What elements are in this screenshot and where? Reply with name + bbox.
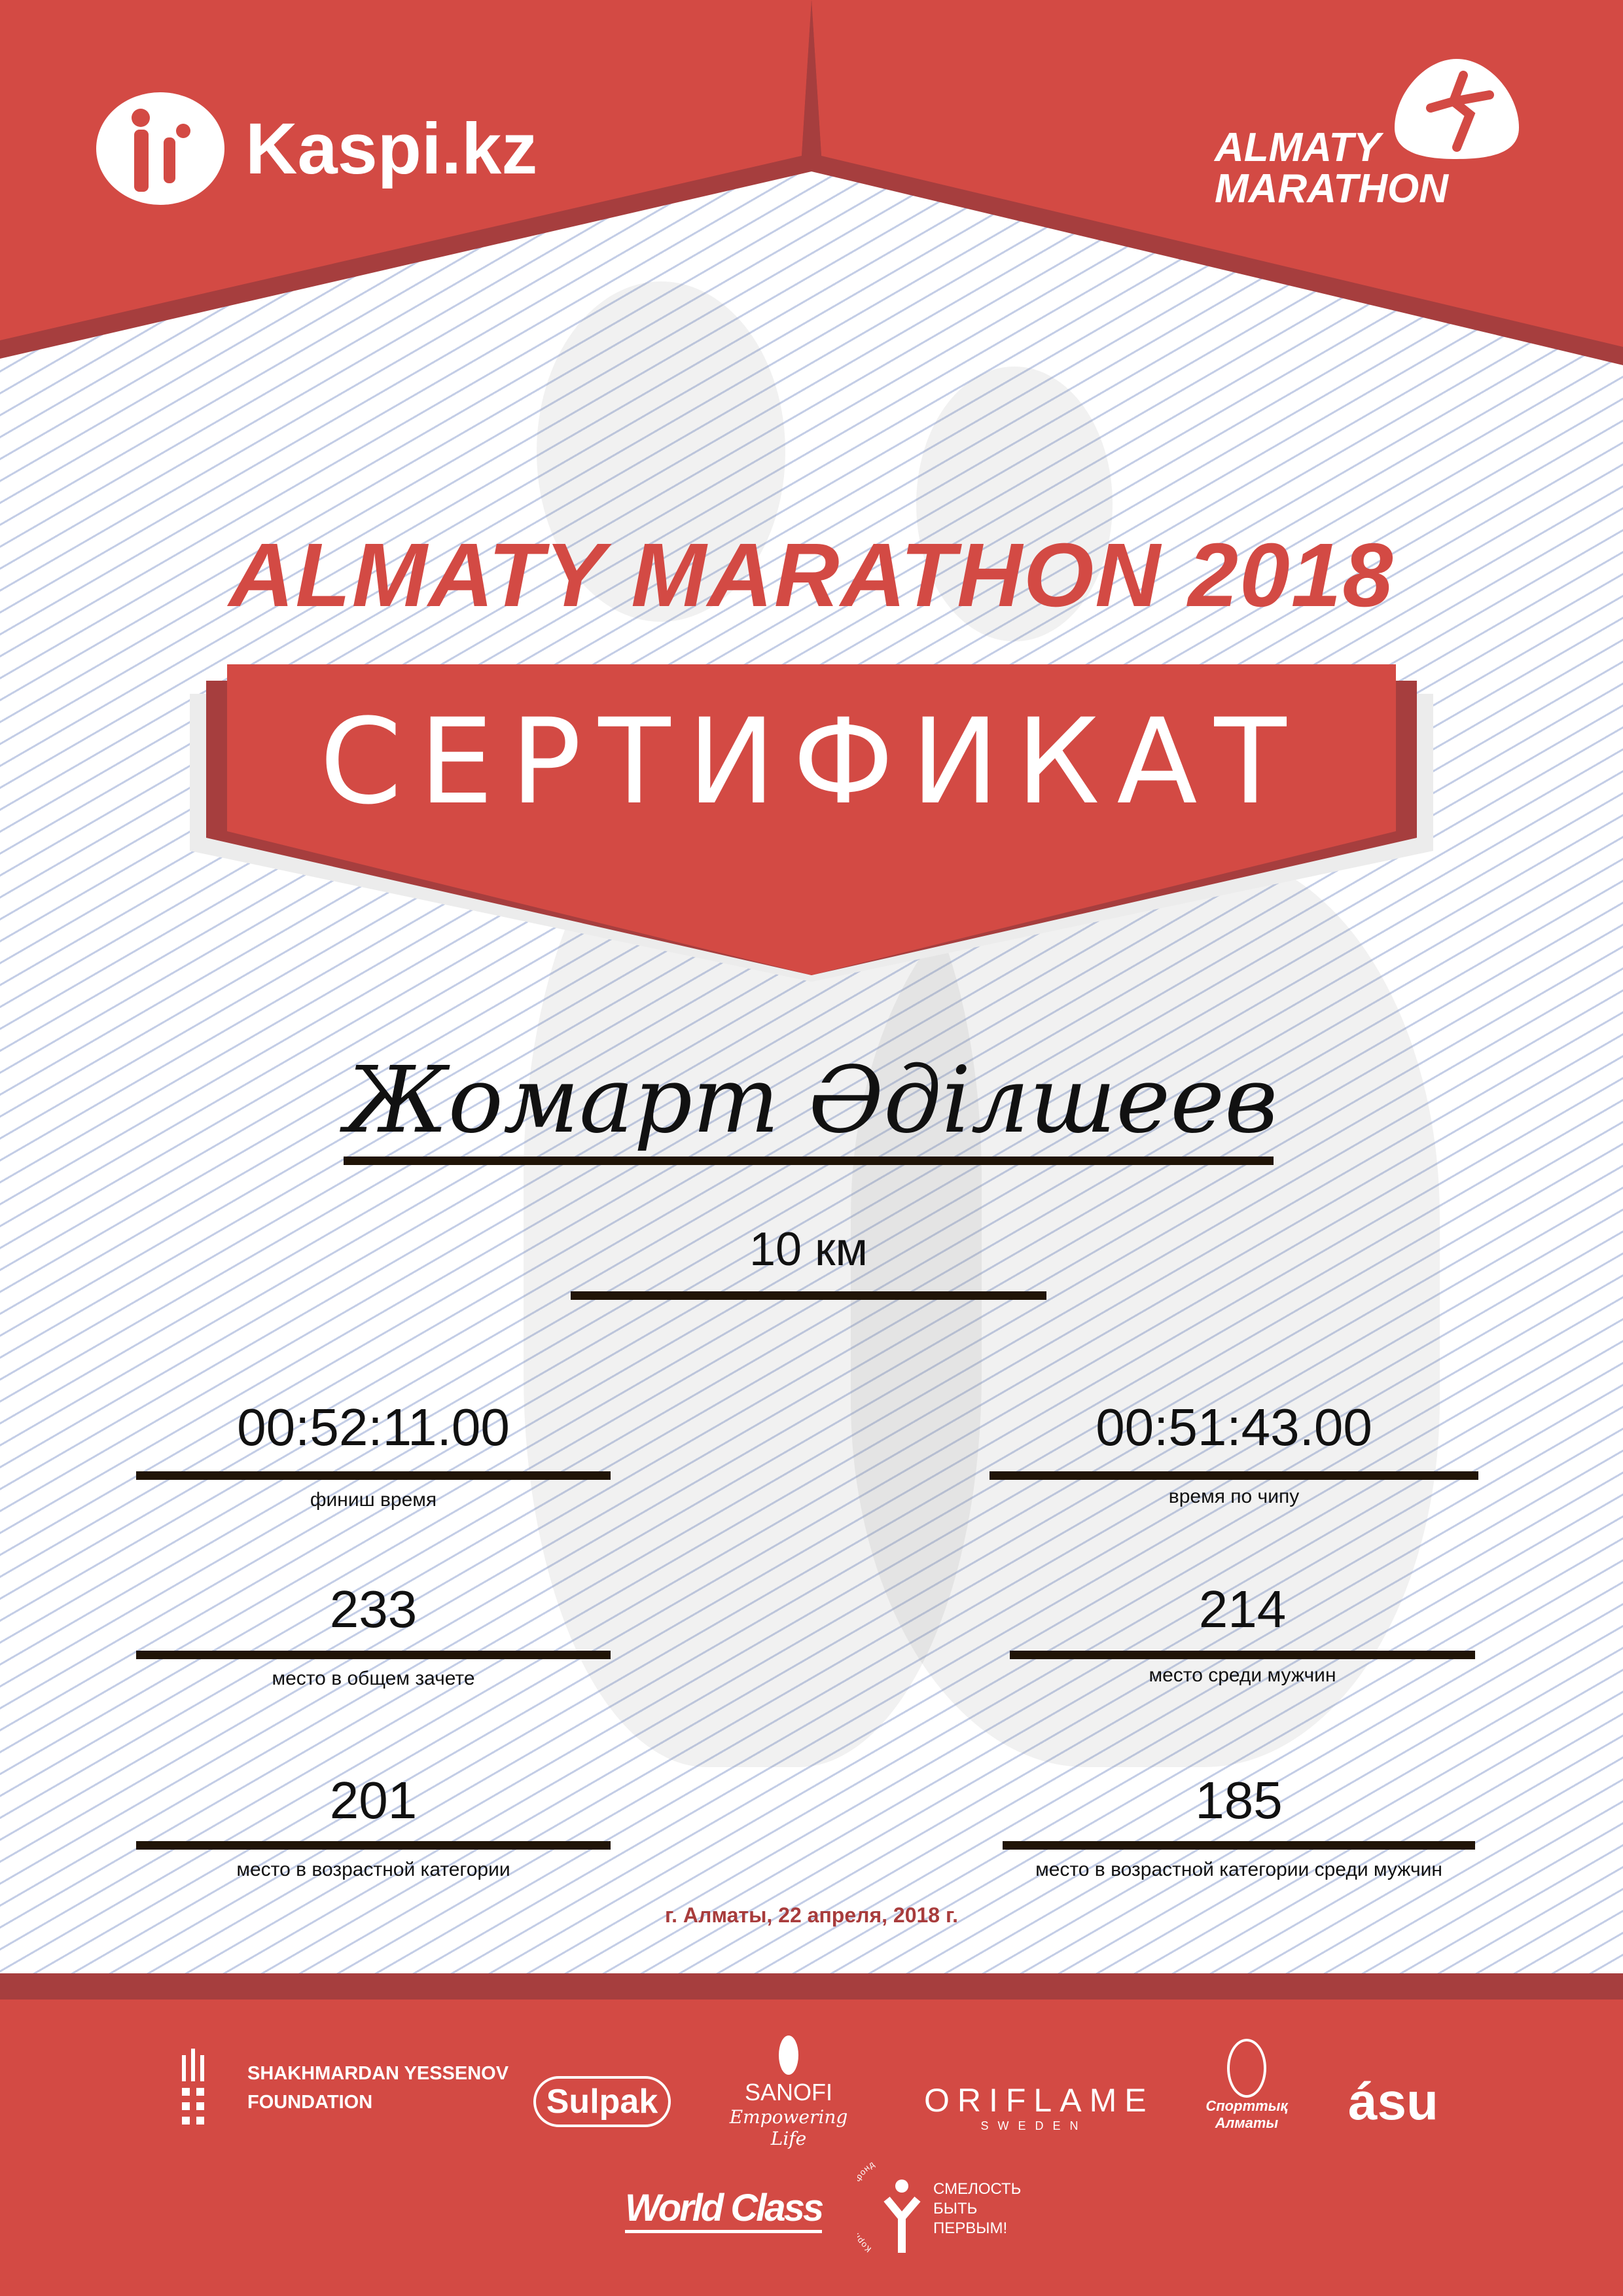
certificate-heading: СЕРТИФИКАТ (319, 694, 1304, 831)
fund-line3: ПЕРВЫМ! (933, 2219, 1008, 2237)
sport-almaty-logo: Спорттық Алматы (1198, 2039, 1296, 2132)
sanofi-tagline: Empowering Life (729, 2106, 848, 2149)
worldclass-logo: World Class (625, 2186, 824, 2233)
runner-photo-figure (537, 281, 785, 622)
age-place-value: 201 (329, 1771, 418, 1829)
kaspi-logo: Kaspi.kz (95, 92, 537, 206)
overall-place-label: место в общем зачете (272, 1668, 475, 1689)
sulpak-logo: Sulpak (533, 2076, 671, 2127)
overall-place-value: 233 (329, 1580, 418, 1638)
chip-time-line (990, 1471, 1478, 1480)
fund-line1: СМЕЛОСТЬ (933, 2180, 1022, 2198)
age-place-label: место в возрастной категории (236, 1859, 510, 1880)
asu-logo: ásu (1348, 2072, 1438, 2130)
finish-time-label: финиш время (310, 1489, 437, 1511)
event-logo-line1: ALMATY (1215, 125, 1381, 170)
oriflame-name: ORIFLAME (924, 2082, 1154, 2119)
finish-time-value: 00:52:11.00 (237, 1398, 510, 1456)
yessenov-line2: FOUNDATION (247, 2092, 373, 2113)
kaspi-icon (96, 92, 224, 205)
runner-photo-figure (851, 851, 1440, 1767)
event-title: ALMATY MARATHON 2018 (228, 525, 1395, 626)
oriflame-logo: ORIFLAME SWEDEN (924, 2081, 1154, 2133)
distance-underline (571, 1291, 1046, 1300)
name-underline (344, 1157, 1274, 1165)
yessenov-line1: SHAKHMARDAN YESSENOV (247, 2063, 509, 2084)
runner-icon (1395, 59, 1519, 159)
men-place-line (1010, 1651, 1475, 1659)
kaspi-wordmark: Kaspi.kz (245, 109, 538, 189)
age-men-place-line (1003, 1841, 1475, 1850)
almaty-marathon-logo: ALMATY MARATHON (1215, 56, 1529, 213)
fund-line2: БЫТЬ (933, 2200, 978, 2217)
sanofi-name: SANOFI (744, 2079, 832, 2106)
age-place-line (136, 1841, 611, 1850)
fund-arc-text: Корпоративный фонд (857, 2160, 876, 2254)
participant-name: Жомарт Әділшеев (345, 1047, 1278, 1154)
oriflame-sub: SWEDEN (980, 2119, 1088, 2132)
yessenov-logo: SHAKHMARDAN YESSENOV FOUNDATION (182, 2049, 508, 2127)
runner-photo-figure (916, 367, 1113, 641)
partners-footer (0, 1973, 1623, 2296)
fund-arc-text-wrap: Корпоративный фонд (857, 2160, 876, 2254)
overall-place-line (136, 1651, 611, 1659)
sanofi-logo: SANOFI Empowering Life (726, 2036, 851, 2149)
issue-date: г. Алматы, 22 апреля, 2018 г. (665, 1903, 958, 1927)
event-logo-line2: MARATHON (1215, 166, 1449, 211)
sport-almaty-emblem-icon (1227, 2039, 1266, 2098)
fund-person-icon: Корпоративный фонд (857, 2160, 921, 2254)
certificate-banner (190, 664, 1433, 982)
men-place-label: место среди мужчин (1149, 1664, 1336, 1686)
header-shape (0, 0, 1623, 365)
yessenov-icon (182, 2049, 204, 2125)
sanofi-icon (779, 2036, 798, 2075)
age-men-place-value: 185 (1195, 1771, 1283, 1829)
sport-almaty-line1: Спорттық (1205, 2098, 1288, 2114)
sport-almaty-line2: Алматы (1215, 2115, 1279, 2131)
chip-time-label: время по чипу (1168, 1486, 1300, 1507)
men-place-value: 214 (1198, 1580, 1287, 1638)
fund-logo: Корпоративный фонд СМЕЛОСТЬ БЫТЬ ПЕРВЫМ! (857, 2160, 1021, 2258)
age-men-place-label: место в возрастной категории среди мужчи… (1035, 1859, 1442, 1880)
finish-time-line (136, 1471, 611, 1480)
chip-time-value: 00:51:43.00 (1096, 1398, 1372, 1456)
distance: 10 км (749, 1223, 868, 1276)
